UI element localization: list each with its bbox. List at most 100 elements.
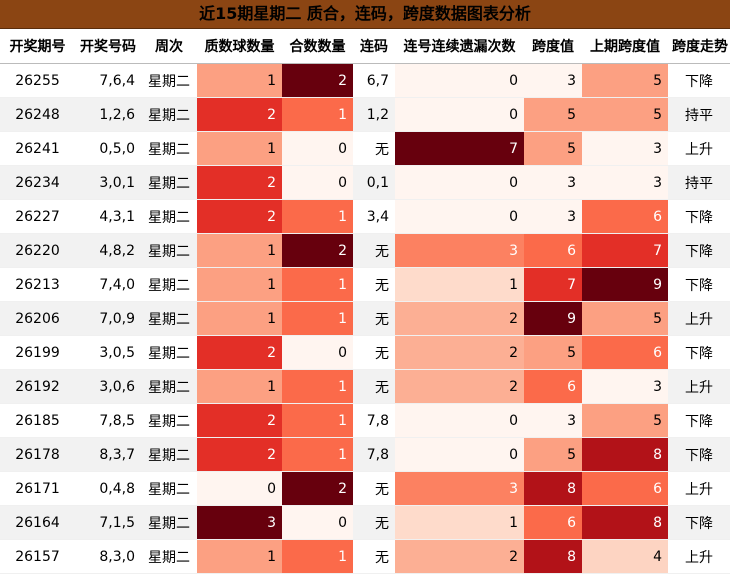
column-header: 开奖号码	[75, 29, 141, 64]
table-cell: 7,4,0	[75, 267, 141, 302]
table-cell: 星期二	[141, 403, 197, 438]
table-cell: 星期二	[141, 63, 197, 98]
column-header: 质数球数量	[197, 29, 282, 64]
table-cell: 3	[197, 505, 282, 540]
table-cell: 9	[582, 267, 668, 302]
table-cell: 2	[197, 437, 282, 472]
table-cell: 1	[197, 369, 282, 404]
table-cell: 26192	[0, 369, 75, 404]
table-cell: 26248	[0, 97, 75, 132]
table-row: 26220 4,8,2 星期二 1 2 无 3 6 7 下降	[0, 233, 730, 268]
table-cell: 星期二	[141, 335, 197, 370]
table-cell: 0,1	[353, 165, 395, 200]
table-cell: 26227	[0, 199, 75, 234]
table-cell: 1,2,6	[75, 97, 141, 132]
table-cell: 上升	[668, 131, 730, 166]
table-cell: 26234	[0, 165, 75, 200]
table-cell: 3,0,1	[75, 165, 141, 200]
table-cell: 0	[197, 471, 282, 506]
table-cell: 星期二	[141, 471, 197, 506]
table-row: 26199 3,0,5 星期二 2 0 无 2 5 6 下降	[0, 335, 730, 370]
table-cell: 26185	[0, 403, 75, 438]
table-cell: 2	[395, 301, 524, 336]
table-row: 26227 4,3,1 星期二 2 1 3,4 0 3 6 下降	[0, 199, 730, 234]
table-cell: 26178	[0, 437, 75, 472]
table-cell: 3	[582, 165, 668, 200]
table-cell: 0	[395, 403, 524, 438]
chart-title: 近15期星期二 质合，连码，跨度数据图表分析	[0, 0, 730, 29]
table-cell: 8	[582, 437, 668, 472]
table-cell: 2	[282, 233, 353, 268]
table-cell: 1	[282, 301, 353, 336]
table-cell: 5	[524, 437, 582, 472]
column-header: 跨度走势	[668, 29, 730, 64]
table-cell: 1	[282, 539, 353, 574]
table-cell: 3	[582, 131, 668, 166]
column-header: 上期跨度值	[582, 29, 668, 64]
table-cell: 星期二	[141, 437, 197, 472]
table-cell: 星期二	[141, 97, 197, 132]
table-row: 26206 7,0,9 星期二 1 1 无 2 9 5 上升	[0, 301, 730, 336]
table-cell: 1	[197, 131, 282, 166]
table-cell: 上升	[668, 539, 730, 574]
column-header: 跨度值	[524, 29, 582, 64]
table-cell: 3	[524, 199, 582, 234]
table-cell: 4,3,1	[75, 199, 141, 234]
table-cell: 1,2	[353, 97, 395, 132]
data-table: 开奖期号 开奖号码 周次 质数球数量 合数数量 连码 连号连续遗漏次数 跨度值 上期跨度值 跨度走…	[0, 29, 730, 574]
table-cell: 无	[353, 301, 395, 336]
table-cell: 5	[582, 403, 668, 438]
table-cell: 6	[582, 199, 668, 234]
table-cell: 2	[395, 539, 524, 574]
table-cell: 0	[395, 97, 524, 132]
table-cell: 8,3,0	[75, 539, 141, 574]
column-header: 周次	[141, 29, 197, 64]
table-cell: 星期二	[141, 505, 197, 540]
table-cell: 7,1,5	[75, 505, 141, 540]
table-row: 26164 7,1,5 星期二 3 0 无 1 6 8 下降	[0, 505, 730, 540]
table-cell: 2	[197, 335, 282, 370]
table-cell: 26171	[0, 471, 75, 506]
table-cell: 0	[282, 131, 353, 166]
table-cell: 9	[524, 301, 582, 336]
table-cell: 星期二	[141, 369, 197, 404]
table-cell: 26213	[0, 267, 75, 302]
table-row: 26234 3,0,1 星期二 2 0 0,1 0 3 3 持平	[0, 165, 730, 200]
table-cell: 星期二	[141, 233, 197, 268]
table-cell: 2	[395, 369, 524, 404]
table-cell: 1	[282, 437, 353, 472]
table-cell: 6	[524, 505, 582, 540]
table-cell: 26206	[0, 301, 75, 336]
table-cell: 2	[395, 335, 524, 370]
table-cell: 7,6,4	[75, 63, 141, 98]
table-cell: 无	[353, 233, 395, 268]
table-cell: 1	[395, 267, 524, 302]
table-row: 26248 1,2,6 星期二 2 1 1,2 0 5 5 持平	[0, 97, 730, 132]
table-cell: 8	[582, 505, 668, 540]
table-cell: 无	[353, 131, 395, 166]
table-cell: 1	[282, 369, 353, 404]
table-cell: 6	[582, 471, 668, 506]
table-cell: 1	[197, 233, 282, 268]
table-cell: 1	[282, 403, 353, 438]
table-cell: 3	[582, 369, 668, 404]
table-row: 26192 3,0,6 星期二 1 1 无 2 6 3 上升	[0, 369, 730, 404]
table-cell: 5	[524, 97, 582, 132]
table-cell: 3	[524, 63, 582, 98]
table-cell: 持平	[668, 97, 730, 132]
table-cell: 星期二	[141, 165, 197, 200]
table-cell: 0,5,0	[75, 131, 141, 166]
table-cell: 1	[395, 505, 524, 540]
table-cell: 0	[395, 165, 524, 200]
table-cell: 26255	[0, 63, 75, 98]
table-cell: 2	[197, 199, 282, 234]
table-cell: 下降	[668, 505, 730, 540]
table-cell: 1	[197, 301, 282, 336]
table-cell: 2	[197, 165, 282, 200]
table-row: 26171 0,4,8 星期二 0 2 无 3 8 6 上升	[0, 471, 730, 506]
table-cell: 无	[353, 505, 395, 540]
table-cell: 7	[582, 233, 668, 268]
table-cell: 2	[282, 63, 353, 98]
table-cell: 无	[353, 267, 395, 302]
table-cell: 0	[395, 63, 524, 98]
